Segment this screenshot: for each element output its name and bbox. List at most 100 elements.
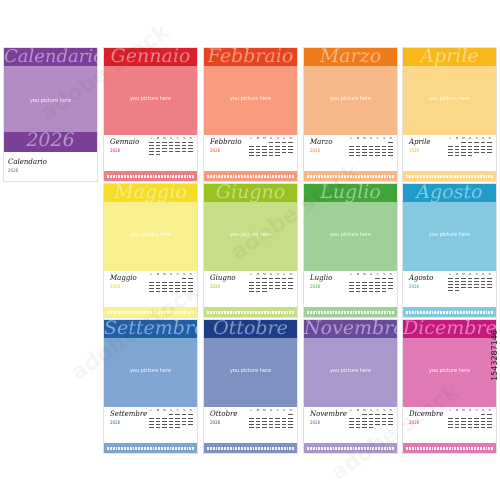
day-cell bbox=[155, 284, 161, 286]
day-cell bbox=[454, 289, 460, 291]
strip-tick bbox=[272, 310, 275, 314]
day-cell bbox=[381, 287, 387, 289]
day-cell bbox=[349, 426, 354, 428]
day-grid bbox=[248, 141, 294, 157]
day-cell bbox=[175, 150, 180, 152]
month-header-band: Febbraio bbox=[204, 48, 297, 66]
month-header-title: Febbraio bbox=[207, 48, 294, 66]
strip-tick bbox=[462, 174, 465, 178]
strip-tick bbox=[462, 310, 465, 314]
strip-tick bbox=[465, 174, 468, 178]
day-cell bbox=[155, 417, 161, 419]
strip-tick bbox=[425, 174, 428, 178]
day-cell bbox=[275, 148, 280, 150]
day-cell bbox=[355, 281, 361, 283]
strip-tick bbox=[292, 310, 295, 314]
day-cell bbox=[355, 151, 361, 153]
bottom-strip bbox=[104, 171, 197, 181]
strip-tick bbox=[369, 446, 372, 450]
day-cell bbox=[381, 145, 387, 147]
day-cell bbox=[487, 417, 492, 419]
strip-tick bbox=[341, 446, 343, 450]
day-cell bbox=[454, 283, 460, 285]
month-name: Settembre bbox=[110, 410, 148, 418]
day-cell bbox=[362, 287, 367, 289]
day-cell bbox=[149, 423, 154, 425]
day-cell bbox=[486, 289, 493, 292]
strip-tick bbox=[477, 310, 479, 314]
strip-tick bbox=[235, 174, 238, 178]
strip-tick bbox=[158, 174, 161, 178]
day-cell bbox=[448, 417, 453, 419]
strip-tick bbox=[272, 174, 275, 178]
day-cell bbox=[355, 417, 361, 419]
day-cell bbox=[480, 283, 486, 285]
day-cell bbox=[362, 281, 367, 283]
strip-tick bbox=[369, 310, 372, 314]
day-cell bbox=[249, 417, 254, 419]
month-page: Agosto you picture here Agosto 2026 L M M G V S D bbox=[403, 184, 496, 317]
strip-tick bbox=[474, 310, 477, 314]
strip-tick bbox=[189, 446, 192, 450]
strip-tick bbox=[437, 446, 440, 450]
day-cell bbox=[188, 290, 193, 292]
cover-title: Calendario bbox=[4, 48, 97, 67]
cover-header-band: Calendario bbox=[4, 48, 97, 67]
day-cell bbox=[375, 154, 380, 156]
strip-tick bbox=[358, 174, 361, 178]
strip-tick bbox=[366, 446, 369, 450]
day-cell bbox=[454, 154, 460, 156]
strip-tick bbox=[338, 174, 341, 178]
strip-tick bbox=[238, 446, 241, 450]
day-cell bbox=[168, 417, 174, 419]
photo-area: you picture here bbox=[304, 66, 397, 135]
strip-tick bbox=[329, 446, 332, 450]
day-cell bbox=[381, 290, 387, 292]
day-cell bbox=[461, 145, 466, 147]
strip-tick bbox=[275, 446, 278, 450]
day-cell bbox=[454, 277, 460, 279]
day-grid bbox=[348, 277, 394, 293]
day-cell bbox=[355, 426, 361, 428]
strip-tick bbox=[126, 310, 129, 314]
day-cell bbox=[275, 417, 280, 419]
weekday-label: G bbox=[468, 136, 472, 140]
day-cell bbox=[168, 426, 174, 428]
strip-tick bbox=[414, 446, 417, 450]
month-page: Febbraio you picture here Febbraio 2026 L M M G… bbox=[204, 48, 297, 181]
strip-tick bbox=[392, 446, 395, 450]
day-cell bbox=[181, 417, 187, 419]
day-grid bbox=[148, 413, 194, 429]
weekday-label: V bbox=[475, 136, 478, 140]
strip-tick bbox=[332, 174, 335, 178]
day-cell bbox=[381, 148, 387, 150]
day-cell bbox=[188, 150, 193, 152]
day-cell bbox=[355, 287, 361, 289]
strip-tick bbox=[440, 174, 442, 178]
day-cell bbox=[487, 420, 492, 422]
month-name: Agosto bbox=[409, 274, 434, 282]
strip-tick bbox=[448, 310, 451, 314]
day-cell bbox=[368, 420, 374, 422]
strip-tick bbox=[258, 310, 261, 314]
day-cell bbox=[188, 420, 193, 422]
day-cell bbox=[268, 287, 274, 289]
strip-tick bbox=[189, 310, 192, 314]
strip-tick bbox=[332, 310, 335, 314]
photo-placeholder: you picture here bbox=[428, 96, 471, 102]
strip-tick bbox=[218, 446, 221, 450]
weekday-label: V bbox=[376, 136, 379, 140]
cover-small-year: 2026 bbox=[8, 168, 19, 173]
day-cell bbox=[387, 290, 394, 293]
weekday-label: V bbox=[475, 272, 478, 276]
weekday-label: M bbox=[363, 136, 366, 140]
strip-tick bbox=[474, 446, 477, 450]
photo-placeholder: you picture here bbox=[329, 368, 372, 374]
strip-tick bbox=[318, 310, 321, 314]
strip-tick bbox=[460, 174, 462, 178]
weekday-label: S bbox=[482, 408, 485, 412]
strip-tick bbox=[261, 310, 263, 314]
day-cell bbox=[461, 426, 466, 428]
day-cell bbox=[467, 141, 473, 143]
strip-tick bbox=[149, 174, 152, 178]
